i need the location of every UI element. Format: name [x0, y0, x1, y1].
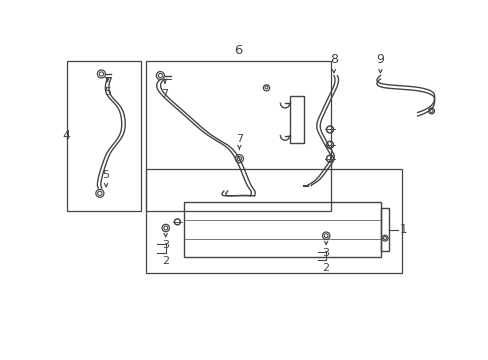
Bar — [381, 208, 388, 251]
Bar — [146, 169, 401, 273]
Text: 4: 4 — [62, 130, 70, 143]
Text: 2: 2 — [162, 256, 169, 266]
Text: 9: 9 — [376, 53, 384, 66]
Text: 8: 8 — [329, 53, 337, 66]
Text: 5: 5 — [104, 87, 111, 97]
Bar — [67, 61, 141, 211]
Text: 2: 2 — [322, 264, 329, 274]
Text: 3: 3 — [322, 248, 329, 258]
Text: 1: 1 — [399, 223, 407, 236]
Text: 7: 7 — [161, 89, 168, 99]
Text: 3: 3 — [162, 240, 169, 250]
Bar — [146, 61, 330, 211]
Text: 7: 7 — [235, 134, 243, 144]
Text: 5: 5 — [102, 170, 109, 180]
Bar — [183, 202, 381, 257]
Text: 6: 6 — [234, 44, 242, 57]
Bar — [289, 95, 303, 143]
